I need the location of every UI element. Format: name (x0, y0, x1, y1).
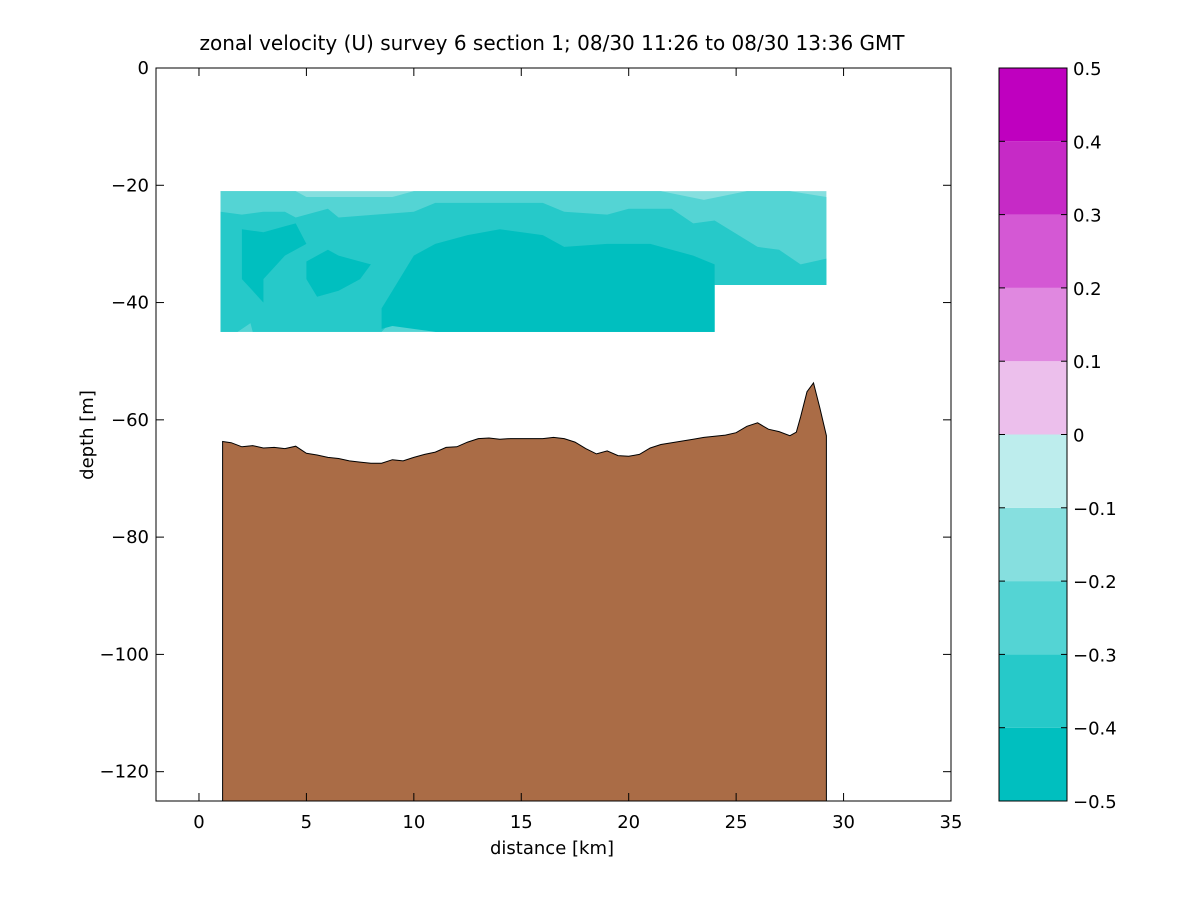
colorbar-swatch-7 (999, 214, 1067, 288)
colorbar-tick-label-3: −0.2 (1073, 572, 1117, 593)
y-tick-label--60: −60 (111, 410, 149, 431)
plot-area: 0 5 10 15 20 25 30 35 −120 −100 −80 −60 −40 −20 0 (100, 58, 963, 833)
colorbar-swatch-2 (999, 581, 1067, 655)
colorbar-swatch-4 (999, 434, 1067, 508)
velocity-region-4 (306, 249, 371, 297)
seafloor-bathymetry (222, 381, 827, 802)
colorbar-swatch-5 (999, 361, 1067, 435)
colorbar-tick-label-4: −0.1 (1073, 499, 1117, 520)
velocity-region-3 (241, 223, 307, 303)
x-tick-label-5: 5 (301, 812, 312, 833)
colorbar-tick-label-6: 0.1 (1073, 352, 1102, 373)
chart-title: zonal velocity (U) survey 6 section 1; 0… (199, 31, 905, 55)
colorbar-tick-label-8: 0.3 (1073, 206, 1102, 227)
colorbar-swatch-0 (999, 727, 1067, 801)
x-tick-label-35: 35 (940, 812, 963, 833)
plot-frame (155, 67, 952, 802)
x-axis-label: distance [km] (490, 838, 614, 859)
colorbar-swatch-9 (999, 68, 1067, 142)
x-tick-label-30: 30 (832, 812, 855, 833)
colorbar-tick-label-5: 0 (1073, 426, 1084, 447)
y-tick-label-0: 0 (138, 58, 149, 79)
y-tick-label--20: −20 (111, 175, 149, 196)
x-tick-label-15: 15 (510, 812, 533, 833)
y-tick-label--80: −80 (111, 527, 149, 548)
colorbar-swatch-3 (999, 507, 1067, 582)
colorbar-tick-label-0: −0.5 (1073, 792, 1117, 813)
colorbar: −0.5 −0.4 −0.3 −0.2 −0.1 0 0.1 0.2 0.3 0.4 0.5 (998, 59, 1117, 813)
colorbar-swatch-6 (999, 287, 1067, 362)
x-tick-label-20: 20 (617, 812, 640, 833)
x-tick-label-10: 10 (402, 812, 425, 833)
velocity-region-5 (381, 229, 715, 332)
x-tick-label-25: 25 (725, 812, 748, 833)
colorbar-tick-label-7: 0.2 (1073, 279, 1102, 300)
y-axis-label: depth [m] (77, 390, 98, 480)
colorbar-tick-label-10: 0.5 (1073, 59, 1102, 80)
x-tick-label-0: 0 (193, 812, 204, 833)
y-tick-label--120: −120 (100, 762, 149, 783)
y-tick-label--40: −40 (111, 293, 149, 314)
colorbar-swatch-8 (999, 141, 1067, 215)
colorbar-swatch-1 (999, 654, 1067, 728)
colorbar-tick-label-2: −0.3 (1073, 645, 1117, 666)
colorbar-tick-label-1: −0.4 (1073, 719, 1117, 740)
colorbar-tick-label-9: 0.4 (1073, 132, 1102, 153)
y-tick-label--100: −100 (100, 644, 149, 665)
